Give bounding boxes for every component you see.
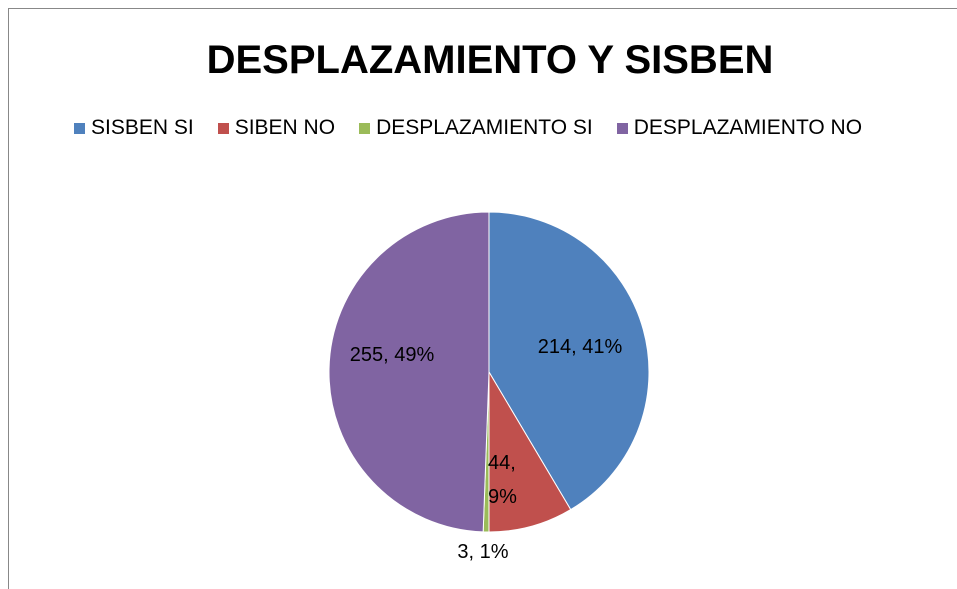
chart-title: DESPLAZAMIENTO Y SISBEN <box>206 38 774 82</box>
legend: SISBEN SI SIBEN NO DESPLAZAMIENTO SI DESPLA… <box>74 116 886 140</box>
legend-swatch <box>616 122 628 134</box>
chart-frame <box>8 8 957 589</box>
legend-label: SISBEN SI <box>91 116 194 139</box>
data-label: 3, 1% <box>457 541 509 563</box>
data-label: 44, 9% <box>488 452 517 508</box>
data-label: 214, 41% <box>537 336 623 358</box>
legend-swatch <box>74 122 85 134</box>
legend-swatch <box>217 122 229 134</box>
legend-label: DESPLAZAMIENTO SI <box>376 116 593 139</box>
data-label: 255, 49% <box>349 344 435 366</box>
legend-swatch <box>359 122 371 134</box>
pie-slice <box>488 211 650 511</box>
pie-slice <box>328 211 490 533</box>
pie-slice <box>488 370 572 533</box>
legend-label: DESPLAZAMIENTO NO <box>633 116 863 139</box>
legend-label: SIBEN NO <box>234 116 336 139</box>
legend-item: DESPLAZAMIENTO NO <box>616 116 863 140</box>
legend-item: DESPLAZAMIENTO SI <box>359 116 593 140</box>
legend-item: SIBEN NO <box>217 116 336 140</box>
legend-item: SISBEN SI <box>74 116 194 140</box>
